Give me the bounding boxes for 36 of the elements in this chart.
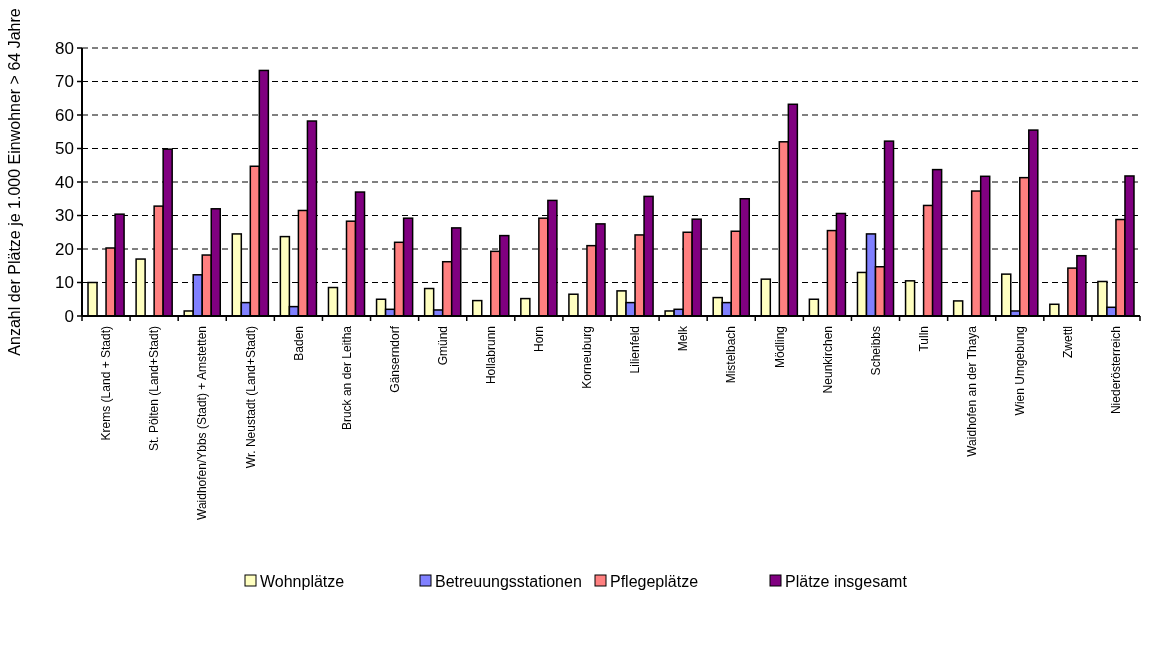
- legend-label: Betreuungsstationen: [435, 572, 582, 590]
- x-tick-label: Waidhofen an der Thaya: [964, 325, 979, 457]
- legend-label: Wohnplätze: [260, 572, 345, 590]
- x-tick-label: Waidhofen/Ybbs (Stadt) + Amstetten: [195, 326, 210, 520]
- x-tick-label: Hollabrunn: [483, 326, 498, 385]
- x-tick-label: Gmünd: [435, 326, 450, 366]
- legend-label: Plätze insgesamt: [785, 572, 908, 590]
- y-tick-label: 30: [55, 206, 74, 226]
- x-tick-label: St. Pölten (Land+Stadt): [147, 326, 162, 452]
- x-tick-label: Baden: [291, 326, 306, 361]
- x-tick-label: Bruck an der Leitha: [339, 325, 354, 431]
- x-tick-label: Mistelbach: [724, 326, 739, 384]
- x-tick-label: Mödling: [772, 326, 787, 369]
- x-tick-label: Tulln: [916, 326, 931, 352]
- legend-label: Pflegeplätze: [610, 572, 699, 590]
- x-tick-label: Wien Umgebung: [1012, 326, 1027, 416]
- x-tick-label: Horn: [532, 326, 547, 353]
- y-tick-label: 40: [55, 172, 74, 192]
- x-tick-label: Zwettl: [1061, 326, 1076, 359]
- y-tick-label: 50: [55, 139, 74, 159]
- x-tick-label: Wr. Neustadt (Land+Stadt): [243, 326, 258, 469]
- y-tick-label: 80: [55, 38, 74, 58]
- y-tick-label: 20: [55, 239, 74, 259]
- x-tick-label: Scheibbs: [868, 326, 883, 376]
- x-tick-label: Niederösterreich: [1109, 326, 1124, 415]
- x-tick-label: Gänserndorf: [387, 325, 402, 393]
- y-tick-label: 0: [64, 306, 74, 326]
- x-tick-label: Korneuburg: [580, 326, 595, 389]
- x-tick-label: Melk: [676, 325, 691, 352]
- x-tick-label: Neunkirchen: [820, 326, 835, 394]
- y-axis-title: Anzahl der Plätze je 1.000 Einwohner > 64 Jahre: [6, 8, 23, 356]
- x-tick-label: Krems (Land + Stadt): [99, 326, 114, 441]
- y-tick-label: 70: [55, 72, 74, 92]
- x-tick-label: Lilienfeld: [628, 326, 643, 374]
- y-tick-label: 10: [55, 273, 74, 293]
- y-tick-label: 60: [55, 105, 74, 125]
